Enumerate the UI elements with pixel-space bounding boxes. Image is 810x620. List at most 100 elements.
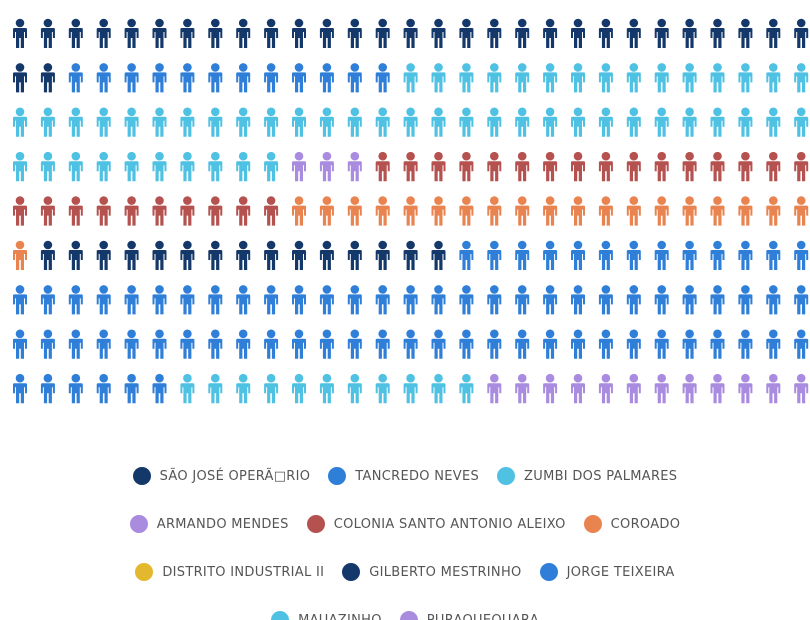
icon-head	[378, 373, 387, 383]
legend-label: SÃO JOSÉ OPERÃ□RIO	[159, 468, 311, 484]
icon-body	[738, 205, 753, 226]
person-icon	[13, 107, 27, 137]
icon-body	[264, 28, 279, 48]
icon-head	[545, 285, 555, 294]
icon-body	[403, 205, 418, 226]
icon-body	[515, 205, 530, 226]
person-icon	[766, 285, 781, 315]
person-icon	[682, 373, 697, 404]
icon-body	[68, 294, 83, 315]
icon-body	[208, 72, 223, 93]
person-icon	[292, 285, 306, 315]
icon-head	[183, 107, 192, 117]
icon-body	[571, 28, 585, 48]
person-icon	[794, 285, 809, 315]
icon-body	[13, 205, 27, 226]
icon-body	[236, 338, 251, 359]
icon-body	[682, 72, 697, 93]
icon-body	[319, 383, 334, 404]
icon-head	[685, 107, 694, 117]
person-icon	[459, 240, 474, 270]
icon-head	[15, 329, 25, 339]
person-icon	[738, 373, 753, 404]
icon-body	[236, 294, 251, 315]
icon-body	[347, 250, 362, 270]
person-icon	[682, 63, 697, 93]
person-icon	[543, 196, 558, 226]
person-icon	[459, 151, 474, 182]
person-icon	[515, 285, 530, 315]
icon-body	[236, 250, 251, 270]
icon-head	[155, 63, 164, 72]
icon-body	[375, 205, 390, 226]
person-icon	[487, 151, 502, 182]
person-icon	[403, 285, 418, 315]
person-icon	[682, 107, 697, 137]
person-icon	[766, 196, 781, 226]
icon-body	[794, 338, 809, 359]
icon-body	[236, 383, 251, 404]
icon-head	[462, 107, 471, 117]
icon-head	[462, 196, 471, 205]
icon-body	[96, 205, 111, 226]
icon-head	[796, 196, 806, 205]
icon-body	[319, 72, 334, 93]
icon-head	[211, 329, 220, 339]
legend: SÃO JOSÉ OPERÃ□RIO TANCREDO NEVES ZUMBI DO…	[0, 452, 810, 620]
icon-body	[626, 28, 641, 48]
icon-head	[211, 151, 220, 161]
person-icon	[626, 63, 641, 93]
person-icon	[40, 240, 55, 270]
icon-head	[183, 373, 192, 383]
icon-body	[710, 161, 725, 182]
icon-head	[43, 373, 53, 383]
icon-body	[459, 72, 474, 93]
legend-swatch	[399, 611, 418, 620]
icon-head	[406, 196, 415, 205]
person-icon	[710, 151, 725, 182]
icon-body	[598, 294, 613, 315]
icon-head	[573, 240, 583, 250]
icon-body	[292, 205, 306, 226]
person-icon	[319, 18, 334, 48]
icon-head	[406, 151, 415, 161]
icon-head	[462, 18, 471, 28]
icon-body	[598, 28, 613, 48]
icon-body	[403, 28, 418, 48]
person-icon	[152, 329, 167, 359]
icon-head	[517, 373, 527, 383]
person-icon	[375, 151, 390, 182]
person-icon	[96, 107, 111, 137]
icon-body	[766, 161, 781, 182]
person-icon	[403, 107, 418, 137]
icon-head	[155, 285, 164, 294]
icon-head	[769, 373, 778, 383]
legend-item: MAUAZINHO	[271, 611, 382, 620]
icon-head	[211, 63, 220, 72]
icon-head	[685, 240, 694, 250]
icon-head	[462, 240, 471, 250]
icon-head	[211, 240, 220, 250]
icon-head	[629, 285, 639, 294]
person-icon	[571, 18, 585, 48]
person-icon	[487, 329, 502, 359]
icon-head	[43, 240, 53, 250]
person-icon	[264, 329, 279, 359]
person-icon	[794, 18, 809, 48]
icon-body	[515, 116, 530, 137]
icon-body	[515, 383, 530, 404]
person-icon	[626, 151, 641, 182]
person-icon	[13, 18, 27, 48]
person-icon	[710, 18, 725, 48]
icon-body	[180, 116, 195, 137]
icon-head	[378, 63, 387, 72]
person-icon	[124, 285, 139, 315]
legend-label: ZUMBI DOS PALMARES	[524, 468, 678, 484]
icon-body	[152, 72, 167, 93]
icon-body	[292, 294, 306, 315]
person-icon	[515, 196, 530, 226]
person-icon	[654, 107, 669, 137]
person-icon	[375, 107, 390, 137]
icon-body	[710, 250, 725, 270]
person-icon	[180, 196, 195, 226]
